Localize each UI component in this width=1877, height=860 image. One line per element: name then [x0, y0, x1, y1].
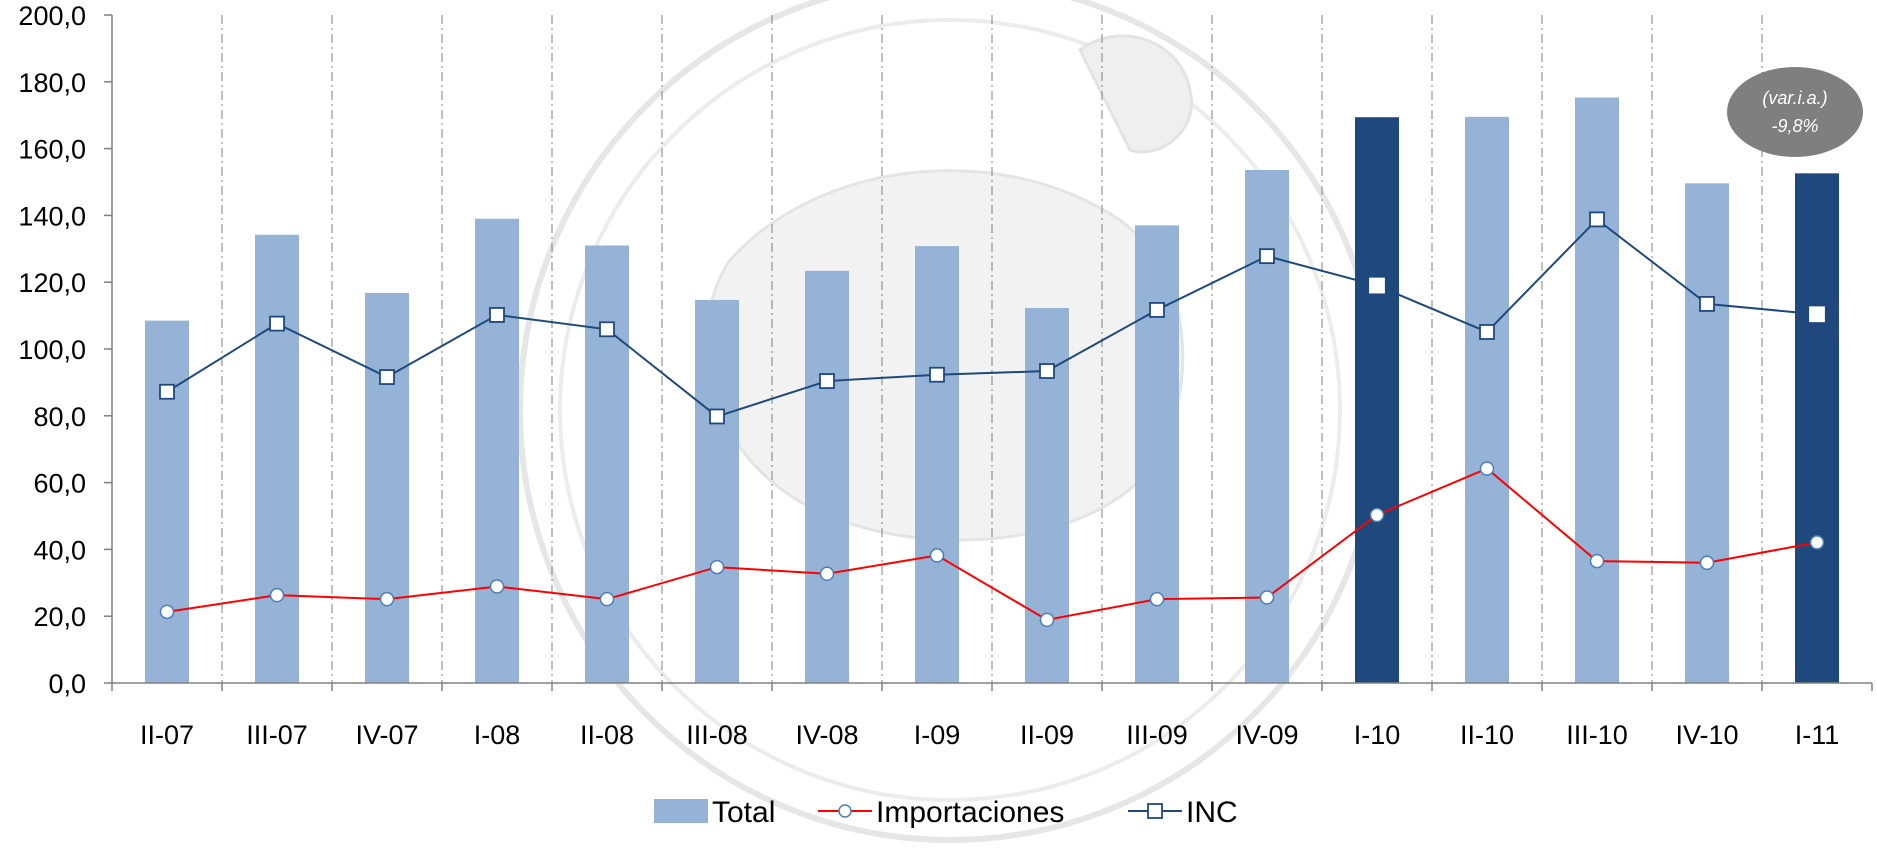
vertical-gridlines: [221, 15, 1763, 683]
point-inc: [599, 321, 615, 338]
point-inc: [819, 373, 835, 389]
legend-marker-importaciones: [838, 804, 852, 818]
point-inc: [159, 383, 175, 400]
bar-total: [255, 234, 299, 683]
point-importaciones: [1589, 553, 1605, 569]
point-importaciones: [1259, 590, 1275, 605]
legend-label-importaciones: Importaciones: [876, 796, 1064, 829]
x-tick-label: IV-08: [795, 720, 858, 750]
bar-total: [1685, 183, 1729, 683]
x-tick-label: IV-09: [1235, 720, 1298, 750]
annotation-line1: (var.i.a.): [1762, 88, 1827, 108]
legend-label-total: Total: [712, 796, 775, 829]
point-importaciones: [1039, 612, 1055, 628]
point-importaciones: [379, 591, 395, 607]
lines: [159, 211, 1825, 628]
point-inc: [379, 369, 395, 385]
point-inc: [1479, 324, 1495, 340]
x-tick-label: I-08: [474, 720, 521, 750]
point-inc: [1259, 248, 1275, 265]
point-importaciones: [599, 591, 615, 607]
annotation-ellipse: [1727, 67, 1863, 157]
y-tick-label: 60,0: [33, 469, 86, 499]
y-tick-label: 180,0: [18, 68, 86, 98]
point-importaciones: [929, 548, 945, 563]
point-importaciones: [1479, 461, 1495, 476]
point-importaciones: [1369, 507, 1385, 523]
x-tick-label: II-07: [140, 720, 194, 750]
bar-total: [1135, 225, 1179, 684]
x-tick-label: I-10: [1354, 720, 1401, 750]
point-importaciones: [1699, 555, 1715, 571]
axes: [104, 14, 1873, 691]
x-tick-label: IV-07: [355, 720, 418, 750]
y-tick-label: 20,0: [33, 602, 86, 632]
y-tick-label: 80,0: [33, 402, 86, 432]
point-importaciones: [1809, 535, 1825, 550]
legend: Total Importaciones INC: [654, 796, 1238, 829]
x-tick-label: III-07: [246, 720, 308, 750]
y-tick-label: 120,0: [18, 268, 86, 298]
point-inc: [1149, 302, 1165, 318]
point-importaciones: [159, 604, 175, 620]
annotation-bubble: (var.i.a.) -9,8%: [1727, 67, 1863, 157]
x-tick-labels: II-07 III-07 IV-07 I-08 II-08 III-08 IV-08 I-09…: [140, 720, 1839, 750]
point-inc: [1809, 306, 1825, 323]
point-importaciones: [489, 579, 505, 594]
x-tick-label: I-09: [914, 720, 961, 750]
x-tick-label: II-10: [1460, 720, 1514, 750]
bar-total: [1245, 169, 1289, 683]
point-importaciones: [269, 587, 285, 603]
y-tick-label: 100,0: [18, 335, 86, 365]
point-inc: [1039, 363, 1055, 379]
bar-total: [1795, 173, 1839, 684]
bars-total: [145, 97, 1839, 684]
x-tick-label: II-09: [1020, 720, 1074, 750]
bar-total: [1575, 97, 1619, 684]
line-importaciones: [166, 467, 1818, 621]
y-tick-labels: 0,0 20,0 40,0 60,0 80,0 100,0 120,0 140,0 160,0 1…: [18, 1, 86, 699]
point-inc: [489, 307, 505, 323]
bar-total: [695, 299, 739, 683]
bar-total: [915, 246, 959, 684]
x-tick-label: III-10: [1566, 720, 1628, 750]
bar-total: [365, 292, 409, 683]
legend-swatch-total: [654, 799, 708, 823]
point-inc: [709, 408, 725, 425]
x-tick-label: I-11: [1795, 720, 1840, 750]
bar-total: [1465, 116, 1509, 684]
legend-marker-inc: [1147, 803, 1163, 819]
x-tick-label: II-08: [580, 720, 634, 750]
y-tick-label: 140,0: [18, 201, 86, 231]
point-inc: [269, 315, 285, 332]
chart: 0,0 20,0 40,0 60,0 80,0 100,0 120,0 140,0 160,0 1…: [18, 1, 1873, 829]
y-tick-label: 40,0: [33, 535, 86, 565]
point-importaciones: [1149, 591, 1165, 607]
y-tick-label: 160,0: [18, 135, 86, 165]
x-tick-label: IV-10: [1675, 720, 1738, 750]
x-tick-label: III-09: [1126, 720, 1188, 750]
point-inc: [1589, 211, 1605, 228]
point-importaciones: [819, 566, 835, 582]
y-tick-label: 0,0: [48, 669, 86, 699]
bar-total: [475, 218, 519, 684]
point-inc: [1369, 277, 1385, 294]
point-inc: [1699, 296, 1715, 312]
bar-total: [585, 245, 629, 683]
bar-total: [145, 320, 189, 683]
line-inc: [166, 218, 1818, 418]
bar-total: [1355, 117, 1399, 684]
legend-label-inc: INC: [1186, 796, 1238, 829]
point-inc: [929, 366, 945, 383]
point-importaciones: [709, 559, 725, 575]
y-tick-label: 200,0: [18, 1, 86, 31]
x-tick-label: III-08: [686, 720, 748, 750]
annotation-line2: -9,8%: [1771, 116, 1818, 136]
bar-total: [805, 270, 849, 683]
